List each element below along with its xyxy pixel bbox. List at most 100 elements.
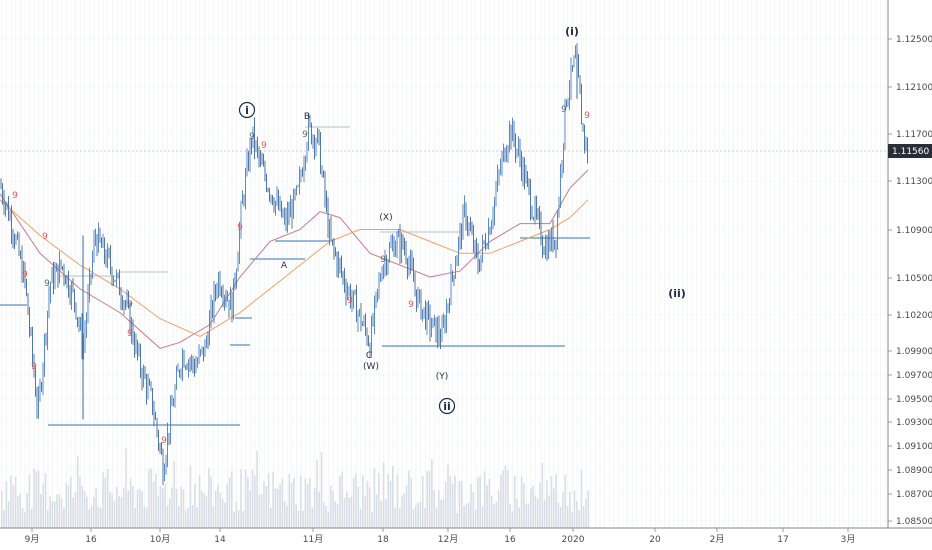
volume-bar	[270, 507, 272, 528]
td-count-nine: 9	[127, 329, 133, 339]
volume-bar	[458, 481, 461, 528]
td-count-nine: 9	[237, 223, 243, 233]
volume-bar	[221, 499, 224, 528]
volume-bar	[157, 496, 159, 528]
volume-bar	[350, 496, 353, 528]
td-count-nine: 9	[302, 130, 308, 140]
td-count-nine: 9	[561, 105, 567, 115]
volume-bar	[334, 501, 337, 528]
volume-bar	[546, 480, 548, 528]
volume-bar	[60, 498, 63, 528]
volume-bar	[191, 505, 194, 528]
volume-bar	[463, 505, 465, 528]
volume-bar	[431, 459, 433, 528]
price-tick-label: 1.08900	[896, 466, 932, 476]
volume-bar	[348, 497, 350, 528]
volume-bar	[155, 473, 157, 528]
volume-bar	[53, 501, 56, 528]
time-tick-label: 2月	[710, 534, 725, 545]
volume-bar	[378, 472, 380, 528]
price-axis[interactable]: 1.12500 1.12100 1.11700 1.11300 1.10900 1.105…	[888, 35, 932, 527]
volume-bar	[442, 498, 445, 528]
volume-bar	[488, 478, 491, 528]
volume-bar	[281, 478, 284, 528]
volume-bar	[237, 510, 240, 528]
volume-bar	[3, 510, 5, 528]
volume-bar	[127, 489, 130, 528]
time-tick-label: 16	[85, 535, 97, 545]
time-tick-label: 11月	[303, 534, 323, 545]
td-count-nine: 9	[408, 300, 414, 310]
volume-bar	[511, 511, 514, 528]
volume-bar	[559, 507, 562, 528]
wave-label-paren-ii: (ii)	[668, 287, 686, 300]
time-axis[interactable]: 9月 16 10月 14 11月 18 12月 16 2020 20 2月 17 3月	[25, 528, 856, 545]
volume-bar	[290, 483, 293, 528]
volume-bar	[394, 507, 396, 528]
volume-bar	[277, 489, 279, 528]
volume-bar	[109, 491, 111, 528]
price-tick-label: 1.09900	[896, 347, 932, 357]
volume-bar	[293, 478, 295, 528]
volume-bar	[564, 474, 567, 528]
price-tick-label: 1.12500	[896, 35, 932, 45]
volume-bar	[141, 491, 143, 528]
volume-bar	[576, 501, 578, 528]
volume-bar	[122, 487, 125, 528]
volume-bar	[185, 510, 187, 528]
volume-bar	[357, 486, 360, 528]
time-tick-label: 20	[649, 535, 661, 545]
volume-bar	[373, 468, 376, 528]
volume-bar	[95, 487, 97, 528]
grid-lines	[0, 0, 888, 528]
volume-bar	[125, 448, 127, 528]
volume-bar	[35, 471, 38, 528]
volume-bar	[396, 474, 399, 528]
volume-bar	[182, 489, 185, 528]
volume-bar	[474, 509, 477, 528]
wave-label-a: A	[281, 261, 288, 271]
volume-bar	[380, 500, 383, 528]
volume-bar	[134, 507, 136, 528]
volume-bar	[371, 512, 373, 528]
volume-bar	[415, 505, 417, 528]
volume-bar	[352, 477, 355, 528]
volume-bar	[5, 480, 8, 528]
wave-label-circled-ii-circle	[438, 397, 456, 415]
volume-bar	[196, 507, 199, 528]
td-count-nine: 9	[127, 300, 133, 310]
volume-bar	[65, 483, 67, 528]
ma-slow-line	[0, 199, 589, 337]
volume-bar	[343, 497, 346, 528]
volume-bar	[502, 470, 504, 528]
price-tick-label: 1.08700	[896, 490, 932, 500]
volume-bar	[166, 505, 169, 528]
volume-bar	[543, 499, 546, 528]
volume-bars	[1, 448, 590, 528]
volume-bar	[573, 490, 576, 528]
volume-bar	[187, 507, 189, 528]
volume-bar	[518, 507, 521, 528]
volume-bar	[569, 491, 571, 528]
volume-bar	[120, 497, 123, 528]
volume-bar	[178, 506, 180, 528]
price-tick-label: 1.08500	[896, 517, 932, 527]
wave-label-b: B	[304, 112, 310, 122]
volume-bar	[325, 505, 327, 528]
volume-bar	[175, 488, 178, 528]
volume-bar	[587, 490, 590, 528]
volume-bar	[532, 485, 534, 528]
volume-bar	[258, 495, 261, 528]
volume-bar	[148, 469, 150, 528]
price-tick-label: 1.09500	[896, 395, 932, 405]
volume-bar	[346, 491, 348, 528]
volume-bar	[541, 462, 544, 528]
volume-bar	[86, 496, 88, 528]
volume-bar	[507, 469, 509, 528]
price-tick-label: 1.10900	[896, 226, 932, 236]
volume-bar	[530, 488, 532, 528]
volume-bar	[484, 471, 486, 528]
volume-bar	[26, 493, 28, 528]
